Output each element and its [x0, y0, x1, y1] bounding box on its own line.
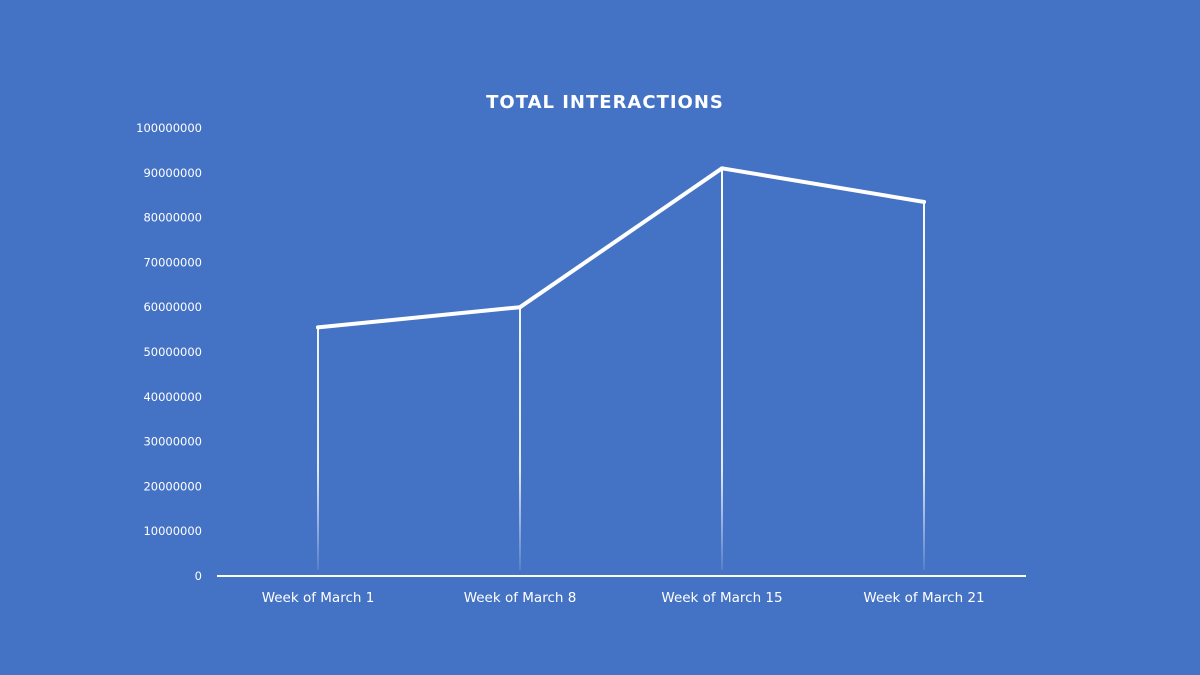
y-tick-label: 80000000	[143, 211, 202, 225]
data-point	[518, 305, 522, 310]
chart-title: TOTAL INTERACTIONS	[486, 92, 724, 113]
drop-lines	[317, 168, 925, 570]
series-line	[316, 166, 926, 330]
y-tick-label: 0	[195, 569, 202, 583]
x-tick-label: Week of March 8	[464, 590, 577, 606]
y-tick-label: 10000000	[143, 524, 202, 538]
series-group	[316, 166, 926, 330]
data-point	[922, 199, 926, 204]
x-tick-label: Week of March 21	[863, 590, 984, 606]
y-tick-label: 70000000	[143, 255, 202, 269]
y-tick-label: 20000000	[143, 479, 202, 493]
y-tick-label: 100000000	[136, 121, 202, 135]
y-tick-label: 50000000	[143, 345, 202, 359]
x-tick-label: Week of March 1	[262, 590, 375, 606]
y-tick-label: 90000000	[143, 166, 202, 180]
y-tick-label: 60000000	[143, 300, 202, 314]
y-tick-label: 40000000	[143, 390, 202, 404]
x-axis-ticks: Week of March 1 Week of March 8 Week of Ma…	[262, 590, 985, 606]
data-point	[316, 325, 320, 330]
y-axis-ticks: 0 10000000 20000000 30000000 40000000 5000000…	[136, 121, 202, 583]
y-tick-label: 30000000	[143, 435, 202, 449]
x-tick-label: Week of March 15	[661, 590, 782, 606]
data-point	[720, 166, 724, 171]
